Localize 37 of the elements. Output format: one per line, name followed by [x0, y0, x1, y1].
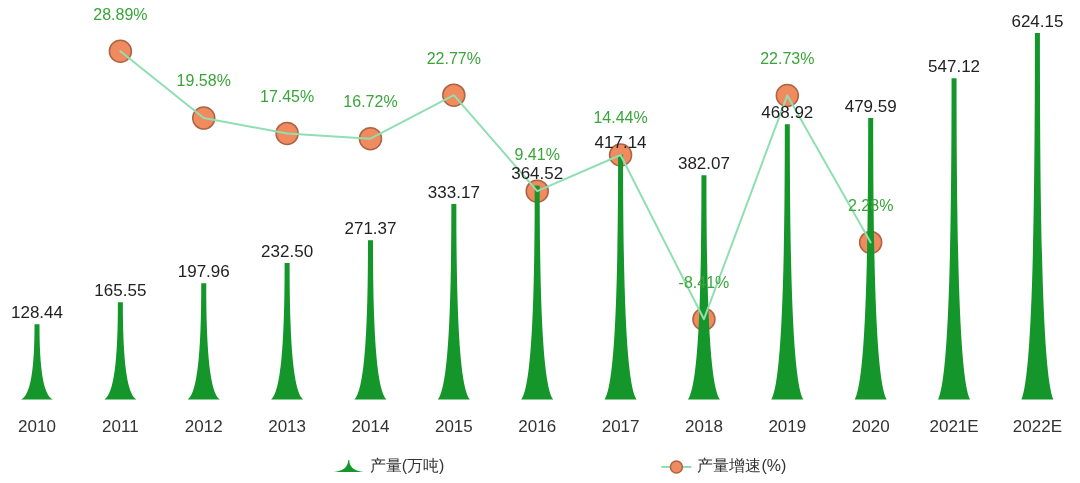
data-label: 197.96	[177, 262, 230, 282]
x-tick-label: 2017	[601, 417, 640, 437]
data-label: 624.15	[1011, 11, 1064, 31]
x-tick-label: 2016	[518, 417, 557, 437]
legend-label: 产量增速(%)	[697, 457, 787, 475]
data-label: 232.50	[261, 241, 314, 261]
x-tick-label: 2012	[184, 417, 223, 437]
data-label: 417.14	[594, 133, 647, 153]
x-tick-label: 2022E	[1012, 417, 1063, 437]
data-label: 22.77%	[426, 49, 481, 67]
data-label: 128.44	[11, 302, 63, 322]
data-label: 271.37	[344, 218, 397, 238]
x-tick-label: 2020	[851, 417, 890, 437]
x-tick-label: 2010	[18, 417, 56, 437]
x-tick-label: 2013	[268, 417, 307, 437]
data-label: 17.45%	[259, 87, 315, 105]
x-tick-label: 2021E	[929, 417, 979, 437]
data-label: 16.72%	[343, 93, 398, 111]
data-label: 22.73%	[760, 49, 815, 67]
legend-label: 产量(万吨)	[369, 457, 445, 475]
data-label: 479.59	[844, 96, 897, 116]
x-tick-label: 2018	[685, 417, 723, 437]
data-label: 333.17	[427, 182, 480, 202]
data-label: 28.89%	[93, 5, 148, 23]
data-label: 14.44%	[593, 109, 648, 127]
data-label: 364.52	[511, 164, 564, 184]
data-label: 382.07	[677, 153, 730, 173]
x-tick-label: 2015	[434, 417, 473, 437]
data-label: 19.58%	[176, 72, 231, 90]
x-tick-label: 2014	[351, 417, 390, 437]
data-label: 547.12	[928, 56, 981, 76]
x-tick-label: 2011	[102, 417, 139, 437]
point	[108, 39, 133, 63]
data-label: 9.41%	[514, 145, 560, 163]
data-label: 468.92	[761, 102, 814, 122]
x-tick-label: 2019	[768, 417, 807, 437]
data-label: 165.55	[94, 281, 147, 301]
